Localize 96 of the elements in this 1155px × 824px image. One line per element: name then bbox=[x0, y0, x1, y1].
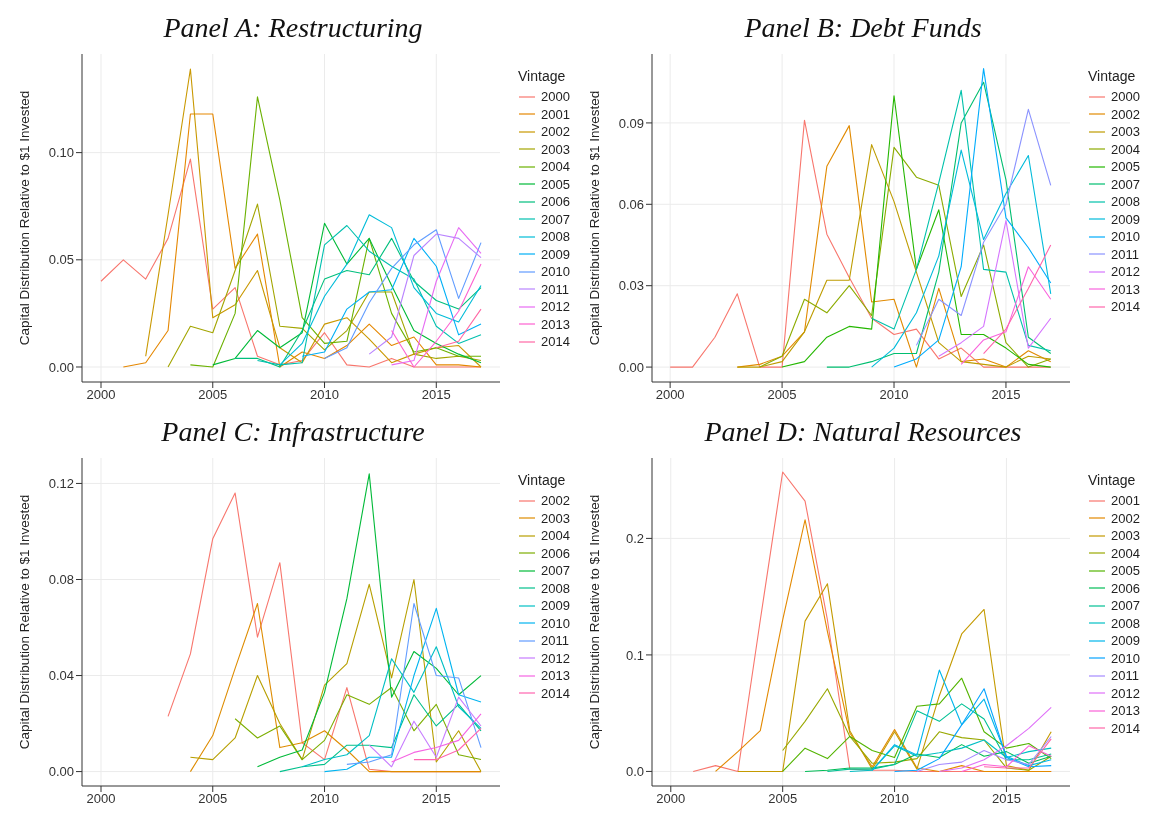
legend-label: 2004 bbox=[541, 159, 570, 175]
legend-label: 2012 bbox=[1111, 685, 1140, 701]
legend-label: 2011 bbox=[1111, 246, 1139, 262]
legend-label: 2011 bbox=[1111, 668, 1139, 684]
y-tick-label: 0.09 bbox=[618, 115, 645, 131]
legend-label: 2011 bbox=[541, 633, 569, 649]
legend-label: 2008 bbox=[1111, 615, 1140, 631]
legend-label: 2013 bbox=[541, 316, 570, 332]
chart-title: Panel D: Natural Resources bbox=[704, 415, 1022, 449]
legend-label: 2007 bbox=[541, 211, 570, 227]
legend-title: Vintage bbox=[518, 472, 567, 488]
y-axis-title: Capital Distribution Relative to $1 Invested bbox=[586, 90, 602, 346]
legend-label: 2009 bbox=[541, 598, 570, 614]
x-tick-label: 2015 bbox=[421, 387, 451, 403]
y-tick-label: 0.03 bbox=[618, 278, 645, 294]
legend-label: 2014 bbox=[541, 334, 570, 350]
legend-label: 2010 bbox=[1111, 229, 1140, 245]
legend-label: 2005 bbox=[1111, 563, 1140, 579]
x-tick-label: 2005 bbox=[768, 791, 798, 807]
chart-title: Panel B: Debt Funds bbox=[744, 11, 982, 45]
legend-label: 2001 bbox=[1111, 493, 1140, 509]
legend-label: 2002 bbox=[541, 493, 570, 509]
y-tick-label: 0.00 bbox=[618, 359, 645, 375]
x-tick-label: 2005 bbox=[767, 387, 797, 403]
legend-label: 2003 bbox=[541, 141, 570, 157]
legend-label: 2014 bbox=[1111, 720, 1140, 736]
y-tick-label: 0.05 bbox=[48, 252, 75, 268]
legend-label: 2007 bbox=[1111, 598, 1140, 614]
x-tick-label: 2015 bbox=[421, 791, 451, 807]
x-tick-label: 2000 bbox=[656, 791, 686, 807]
legend-label: 2013 bbox=[1111, 281, 1140, 297]
x-tick-label: 2010 bbox=[880, 791, 910, 807]
x-tick-label: 2010 bbox=[310, 791, 340, 807]
legend-label: 2014 bbox=[541, 685, 570, 701]
legend-label: 2004 bbox=[541, 528, 570, 544]
x-tick-label: 2015 bbox=[992, 791, 1021, 807]
y-axis-title: Capital Distribution Relative to $1 Invested bbox=[586, 494, 602, 750]
legend-label: 2006 bbox=[1111, 580, 1140, 596]
legend-label: 2013 bbox=[541, 668, 570, 684]
legend-label: 2014 bbox=[1111, 299, 1140, 315]
legend-label: 2012 bbox=[541, 299, 570, 315]
legend-label: 2010 bbox=[541, 264, 570, 280]
y-tick-label: 0.08 bbox=[48, 572, 75, 588]
y-tick-label: 0.0 bbox=[625, 764, 645, 780]
x-tick-label: 2010 bbox=[879, 387, 909, 403]
legend-label: 2009 bbox=[1111, 633, 1140, 649]
legend-label: 2012 bbox=[1111, 264, 1140, 280]
legend-label: 2005 bbox=[541, 176, 570, 192]
legend-label: 2000 bbox=[541, 89, 570, 105]
legend-label: 2010 bbox=[1111, 650, 1140, 666]
legend-title: Vintage bbox=[518, 68, 567, 84]
legend-label: 2012 bbox=[541, 650, 570, 666]
y-tick-label: 0.00 bbox=[48, 359, 75, 375]
legend-label: 2005 bbox=[1111, 159, 1140, 175]
y-tick-label: 0.1 bbox=[625, 647, 645, 663]
legend-label: 2010 bbox=[541, 615, 570, 631]
legend-label: 2007 bbox=[1111, 176, 1140, 192]
legend-label: 2008 bbox=[1111, 194, 1140, 210]
legend-label: 2006 bbox=[541, 545, 570, 561]
y-tick-label: 0.00 bbox=[48, 764, 75, 780]
legend-label: 2001 bbox=[541, 106, 570, 122]
y-tick-label: 0.10 bbox=[48, 145, 75, 161]
legend-label: 2009 bbox=[1111, 211, 1140, 227]
chart-title: Panel C: Infrastructure bbox=[161, 415, 425, 449]
x-tick-label: 2010 bbox=[310, 387, 340, 403]
legend-label: 2004 bbox=[1111, 545, 1140, 561]
x-tick-label: 2000 bbox=[86, 791, 116, 807]
y-tick-label: 0.2 bbox=[625, 531, 645, 547]
legend-label: 2003 bbox=[1111, 528, 1140, 544]
x-tick-label: 2000 bbox=[86, 387, 116, 403]
legend-label: 2008 bbox=[541, 229, 570, 245]
legend-label: 2007 bbox=[541, 563, 570, 579]
legend-label: 2011 bbox=[541, 281, 569, 297]
y-tick-label: 0.04 bbox=[48, 668, 75, 684]
legend-label: 2000 bbox=[1111, 89, 1140, 105]
y-tick-label: 0.06 bbox=[618, 196, 645, 212]
legend-title: Vintage bbox=[1088, 472, 1137, 488]
legend-label: 2003 bbox=[541, 510, 570, 526]
legend-label: 2002 bbox=[541, 124, 570, 140]
y-axis-title: Capital Distribution Relative to $1 Invested bbox=[16, 494, 32, 750]
legend-label: 2002 bbox=[1111, 106, 1140, 122]
legend-label: 2004 bbox=[1111, 141, 1140, 157]
legend-label: 2002 bbox=[1111, 510, 1140, 526]
chart-title: Panel A: Restructuring bbox=[163, 11, 423, 45]
legend-label: 2006 bbox=[541, 194, 570, 210]
x-tick-label: 2015 bbox=[991, 387, 1021, 403]
legend-title: Vintage bbox=[1088, 68, 1137, 84]
legend-label: 2009 bbox=[541, 246, 570, 262]
x-tick-label: 2005 bbox=[198, 387, 228, 403]
y-tick-label: 0.12 bbox=[48, 476, 75, 492]
legend-label: 2008 bbox=[541, 580, 570, 596]
legend-label: 2013 bbox=[1111, 703, 1140, 719]
y-axis-title: Capital Distribution Relative to $1 Invested bbox=[16, 90, 32, 346]
legend-label: 2003 bbox=[1111, 124, 1140, 140]
x-tick-label: 2005 bbox=[198, 791, 228, 807]
x-tick-label: 2000 bbox=[655, 387, 685, 403]
